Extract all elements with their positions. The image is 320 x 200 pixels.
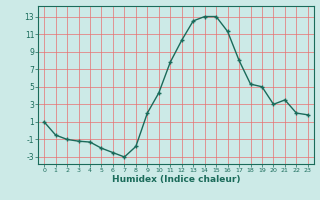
X-axis label: Humidex (Indice chaleur): Humidex (Indice chaleur): [112, 175, 240, 184]
